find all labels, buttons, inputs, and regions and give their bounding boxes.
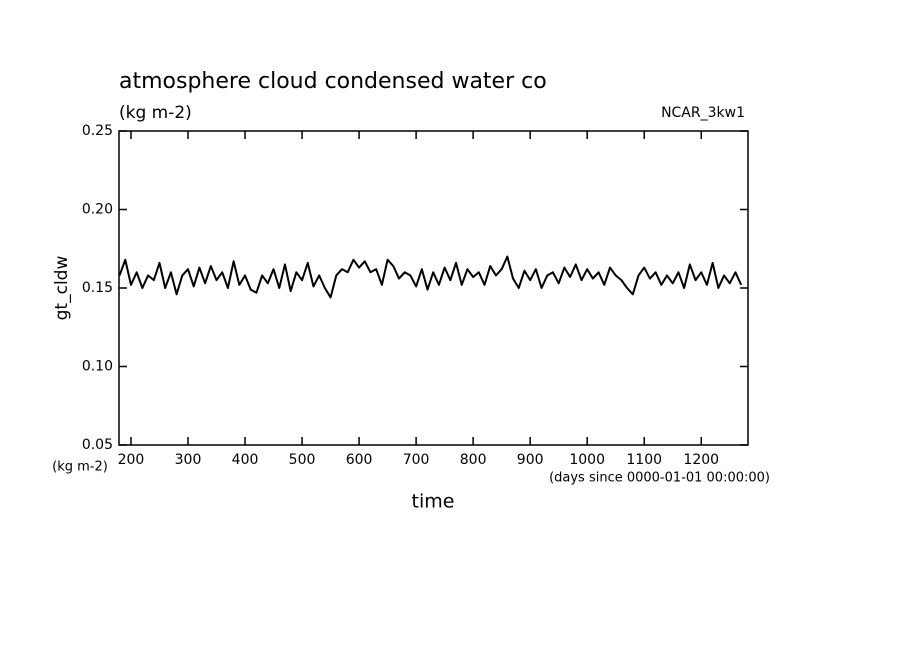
x-axis-label: time [412,491,455,513]
y-tick-label: 0.15 [82,280,113,296]
y-tick-label: 0.10 [82,359,113,375]
x-tick-label: 600 [346,452,373,468]
x-tick-label: 400 [232,452,259,468]
x-tick-label: 1200 [683,452,719,468]
x-tick-label: 800 [460,452,487,468]
x-tick-label: 700 [403,452,430,468]
line-series [118,255,743,299]
chart-title: atmosphere cloud condensed water co [119,69,547,94]
x-tick-label: 900 [517,452,544,468]
chart-subtitle: (kg m-2) [119,103,192,123]
x-tick-label: 1100 [626,452,662,468]
y-tick-label: 0.05 [82,437,113,453]
y-tick-label: 0.25 [82,123,113,139]
annotation: NCAR_3kw1 [661,105,745,121]
y-tick-label: 0.20 [82,202,113,218]
x-unit: (days since 0000-01-01 00:00:00) [549,471,770,486]
y-unit: (kg m-2) [52,460,108,475]
x-tick-label: 500 [289,452,316,468]
y-axis-label: gt_cldw [52,256,72,321]
x-tick-label: 300 [175,452,202,468]
x-tick-label: 1000 [569,452,605,468]
plot-frame [118,130,749,446]
x-tick-label: 200 [118,452,145,468]
